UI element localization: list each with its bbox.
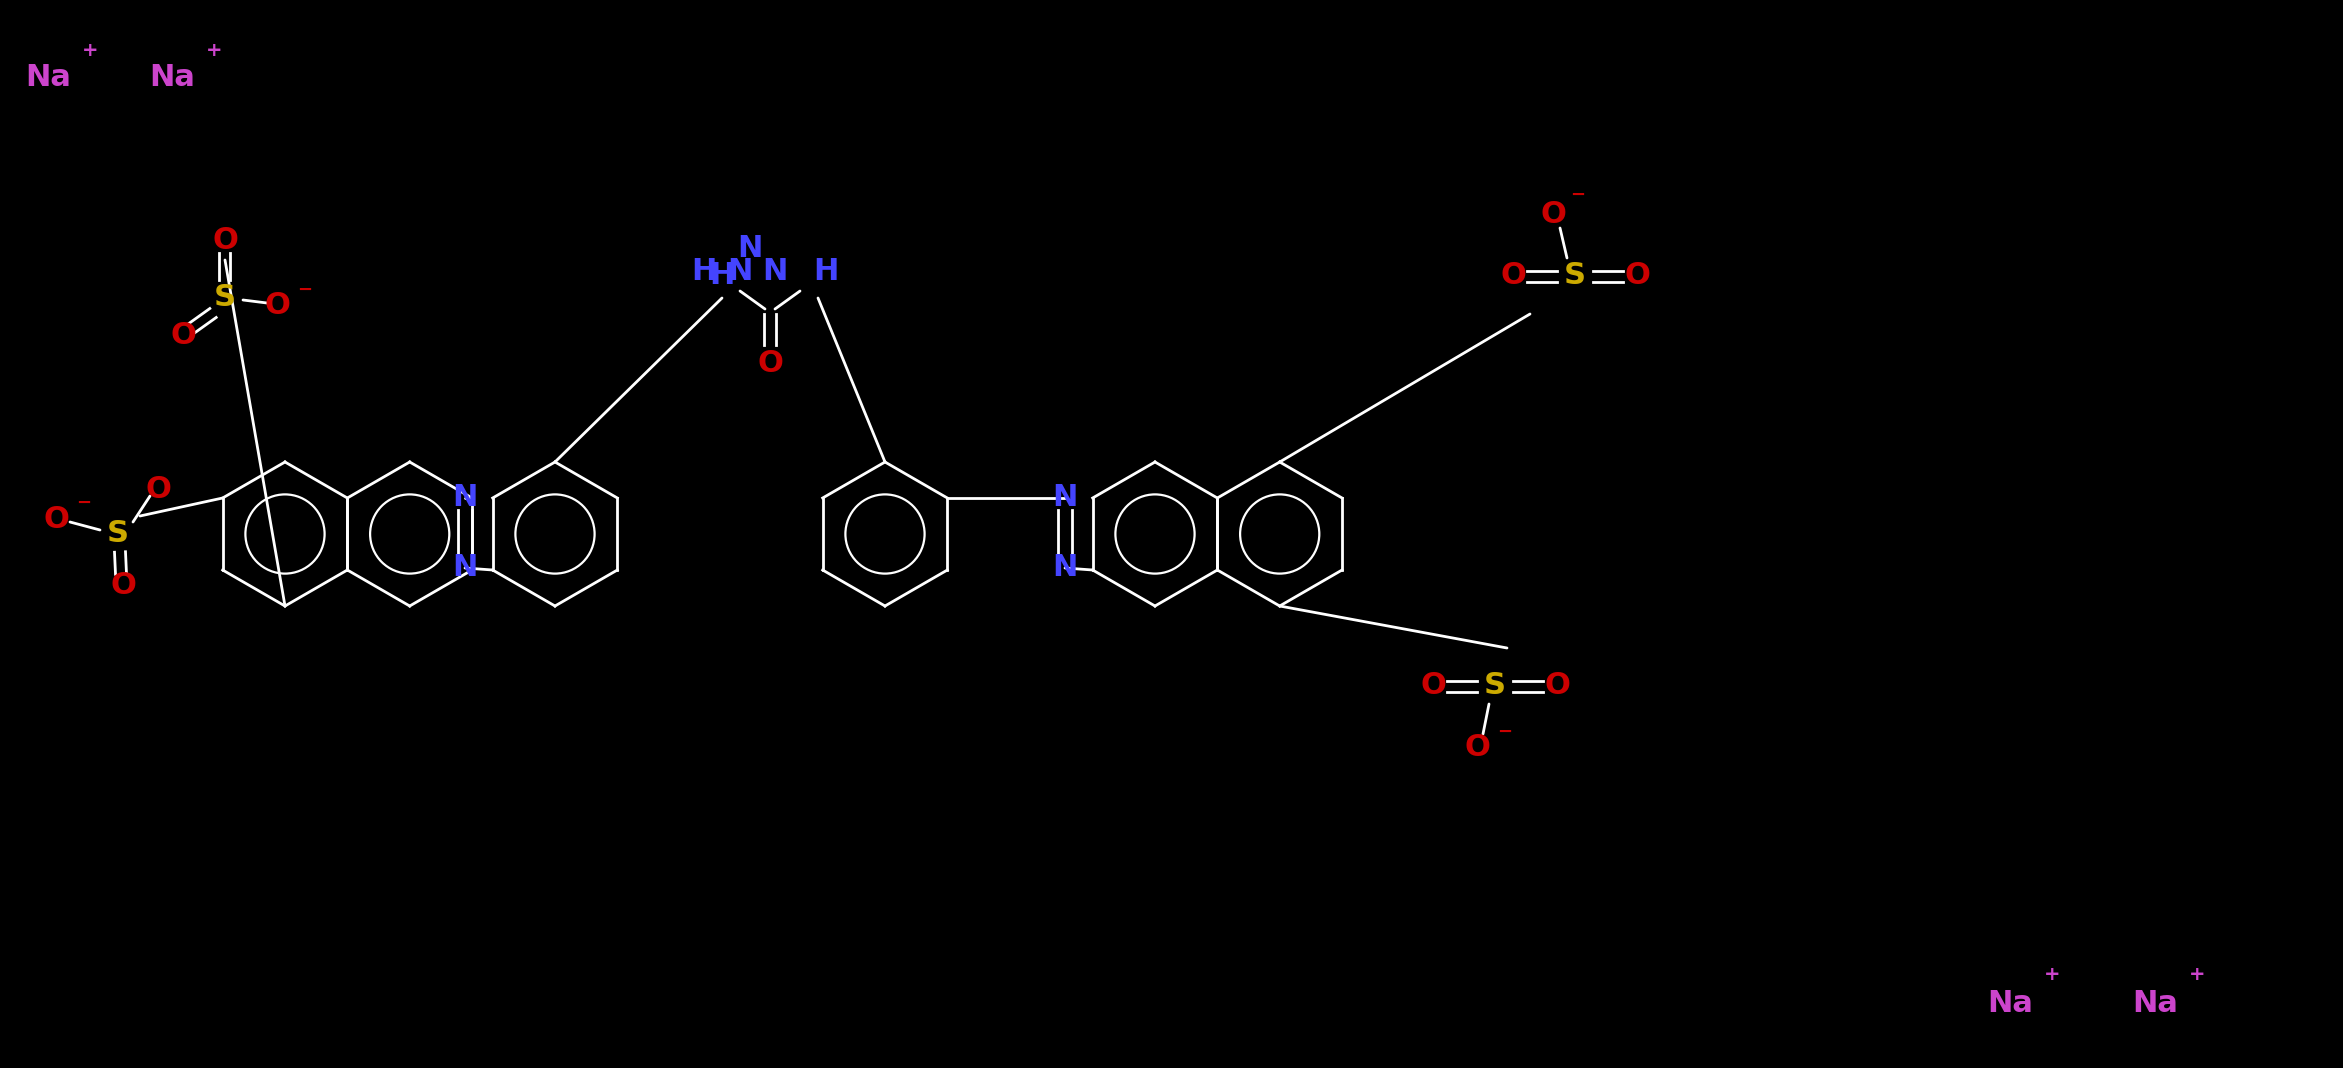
Text: S: S bbox=[213, 283, 237, 313]
Text: S: S bbox=[1565, 262, 1586, 290]
Text: +: + bbox=[2043, 965, 2059, 985]
Text: S: S bbox=[1483, 672, 1507, 701]
Text: O: O bbox=[145, 474, 171, 503]
Text: −: − bbox=[75, 494, 91, 512]
Text: −: − bbox=[1497, 723, 1511, 741]
Text: O: O bbox=[1624, 262, 1649, 290]
Text: Na: Na bbox=[26, 63, 70, 93]
Text: +: + bbox=[82, 41, 98, 60]
Text: O: O bbox=[1464, 734, 1490, 763]
Text: O: O bbox=[213, 225, 239, 254]
Text: N: N bbox=[726, 256, 752, 285]
Text: N: N bbox=[1052, 484, 1078, 513]
Text: H: H bbox=[691, 256, 717, 285]
Text: Na: Na bbox=[2132, 989, 2179, 1018]
Text: Na: Na bbox=[150, 63, 194, 93]
Text: −: − bbox=[1570, 186, 1586, 204]
Text: N: N bbox=[1052, 553, 1078, 582]
Text: N: N bbox=[452, 484, 478, 513]
Text: O: O bbox=[1420, 672, 1446, 701]
Text: O: O bbox=[757, 348, 783, 377]
Text: H: H bbox=[813, 256, 839, 285]
Text: O: O bbox=[110, 571, 136, 600]
Text: O: O bbox=[1544, 672, 1570, 701]
Text: H: H bbox=[710, 262, 736, 290]
Text: −: − bbox=[298, 281, 312, 299]
Text: Na: Na bbox=[1987, 989, 2034, 1018]
Text: S: S bbox=[108, 519, 129, 549]
Text: +: + bbox=[206, 41, 223, 60]
Text: O: O bbox=[1500, 262, 1525, 290]
Text: N: N bbox=[738, 234, 764, 263]
Text: N: N bbox=[761, 256, 787, 285]
Text: N: N bbox=[452, 553, 478, 582]
Text: O: O bbox=[1539, 200, 1565, 229]
Text: O: O bbox=[171, 321, 197, 350]
Text: O: O bbox=[265, 292, 291, 320]
Text: +: + bbox=[2188, 965, 2205, 985]
Text: O: O bbox=[42, 504, 68, 534]
